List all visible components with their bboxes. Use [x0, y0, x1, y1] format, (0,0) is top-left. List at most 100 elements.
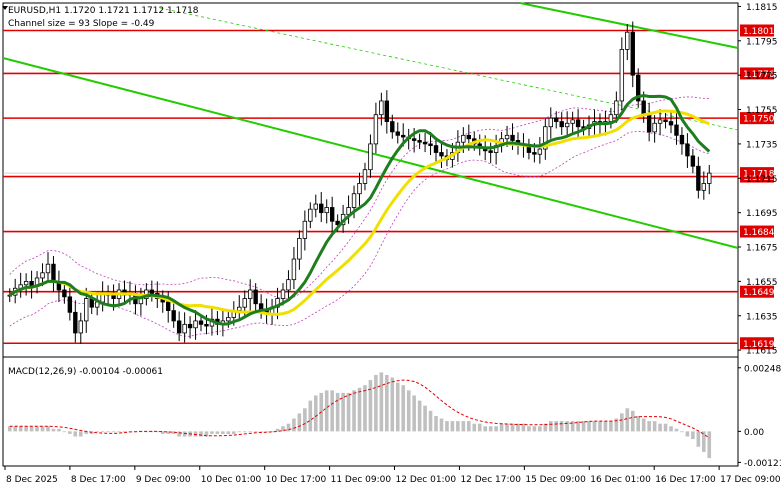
macd-histogram-bar — [232, 431, 236, 434]
macd-histogram-bar — [204, 431, 209, 437]
macd-histogram-bar — [324, 390, 329, 432]
candle-body — [674, 124, 679, 136]
macd-histogram-bar — [390, 377, 395, 432]
candle-body — [685, 143, 690, 157]
macd-tick-label: 0.00 — [744, 428, 764, 438]
candle-body — [537, 148, 543, 155]
candle-body — [23, 280, 29, 286]
macd-histogram-bar — [565, 421, 569, 432]
macd-histogram-bar — [100, 431, 105, 433]
macd-histogram-bar — [248, 431, 252, 433]
macd-histogram-bar — [532, 426, 537, 432]
macd-histogram-bar — [428, 410, 433, 432]
candle-body — [417, 140, 422, 143]
candle-body — [575, 119, 581, 128]
time-tick-label: 8 Dec 2025 — [6, 475, 58, 485]
macd-histogram-bar — [199, 431, 203, 437]
macd-histogram-bar — [406, 390, 411, 432]
current-price-label: 1.1718 — [743, 170, 775, 180]
macd-histogram-bar — [51, 428, 56, 432]
moving-average-fast — [8, 93, 711, 326]
macd-histogram-bar — [117, 431, 121, 433]
candle-body — [84, 298, 89, 322]
level-label: 1.1649 — [743, 288, 775, 298]
time-tick-label: 15 Dec 09:00 — [525, 475, 586, 485]
price-tick-label: 1.1815 — [746, 3, 778, 13]
macd-tick-label: 0.00248 — [744, 364, 781, 374]
candle-body — [701, 183, 707, 191]
macd-histogram-bar — [160, 431, 165, 434]
macd-histogram-bar — [177, 431, 181, 437]
macd-histogram-bar — [29, 426, 34, 432]
candle-body — [646, 114, 652, 133]
candle-body — [166, 301, 171, 312]
macd-histogram-bar — [456, 421, 460, 432]
macd-histogram-bar — [488, 426, 493, 432]
macd-histogram-bar — [346, 392, 351, 432]
candle-body — [247, 289, 253, 299]
macd-histogram-bar — [303, 408, 307, 432]
macd-histogram-bar — [335, 392, 340, 432]
macd-histogram-bar — [516, 423, 520, 432]
macd-histogram-bar — [674, 428, 679, 432]
price-tick-label: 1.1715 — [746, 175, 778, 185]
level-tag — [740, 24, 774, 37]
macd-histogram-bar — [84, 431, 89, 434]
macd-histogram-bar — [570, 421, 575, 432]
macd-histogram-bar — [554, 421, 559, 432]
macd-histogram-bar — [521, 423, 526, 432]
candle-body — [204, 323, 209, 327]
macd-histogram-bar — [527, 426, 531, 432]
candle-body — [614, 100, 619, 116]
candle-body — [226, 317, 231, 322]
macd-histogram-bar — [35, 426, 39, 432]
macd-histogram-bar — [702, 431, 706, 452]
level-label: 1.1750 — [743, 115, 775, 125]
macd-histogram-bar — [477, 423, 482, 432]
macd-histogram-bar — [603, 421, 608, 432]
level-label: 1.1619 — [743, 340, 775, 350]
level-tag — [740, 285, 774, 298]
candle-body — [619, 48, 625, 102]
macd-histogram-bar — [587, 421, 591, 432]
macd-histogram-bar — [40, 426, 45, 432]
macd-histogram-bar — [7, 426, 12, 432]
candle-body — [707, 172, 712, 184]
time-tick-label: 10 Dec 01:00 — [201, 475, 262, 485]
macd-tick-label: -0.00121 — [744, 459, 781, 469]
macd-histogram-bar — [658, 423, 662, 432]
candle-body — [373, 114, 379, 145]
macd-histogram-bar — [592, 421, 597, 432]
macd-histogram-bar — [368, 380, 373, 432]
macd-histogram-bar — [275, 428, 280, 432]
macd-histogram-bar — [226, 431, 231, 434]
level-tag — [740, 67, 774, 80]
macd-histogram-bar — [472, 423, 477, 432]
macd-histogram-bar — [357, 387, 362, 432]
collapse-triangle-icon[interactable] — [2, 6, 8, 10]
candle-body — [679, 134, 685, 145]
time-tick-label: 16 Dec 17:00 — [655, 475, 716, 485]
macd-histogram-bar — [647, 421, 651, 432]
candle-body — [286, 279, 291, 291]
candle-body — [564, 122, 570, 128]
candle-body — [357, 183, 362, 195]
candle-body — [543, 126, 548, 150]
time-tick-label: 8 Dec 17:00 — [71, 475, 126, 485]
macd-histogram-bar — [281, 426, 285, 432]
candle-body — [302, 220, 308, 239]
candle-body — [362, 169, 368, 184]
macd-histogram-bar — [576, 421, 580, 432]
macd-histogram-bar — [548, 421, 553, 432]
price-tick-label: 1.1795 — [746, 37, 778, 47]
candle-body — [351, 193, 357, 208]
time-tick-label: 11 Dec 09:00 — [331, 475, 392, 485]
price-tick-label: 1.1655 — [746, 278, 778, 288]
candle-body — [324, 207, 329, 214]
price-tick-label: 1.1775 — [746, 72, 778, 82]
macd-histogram-bar — [221, 431, 225, 434]
macd-histogram-bar — [155, 431, 160, 433]
candle-body — [193, 320, 198, 329]
macd-histogram-bar — [423, 405, 427, 432]
